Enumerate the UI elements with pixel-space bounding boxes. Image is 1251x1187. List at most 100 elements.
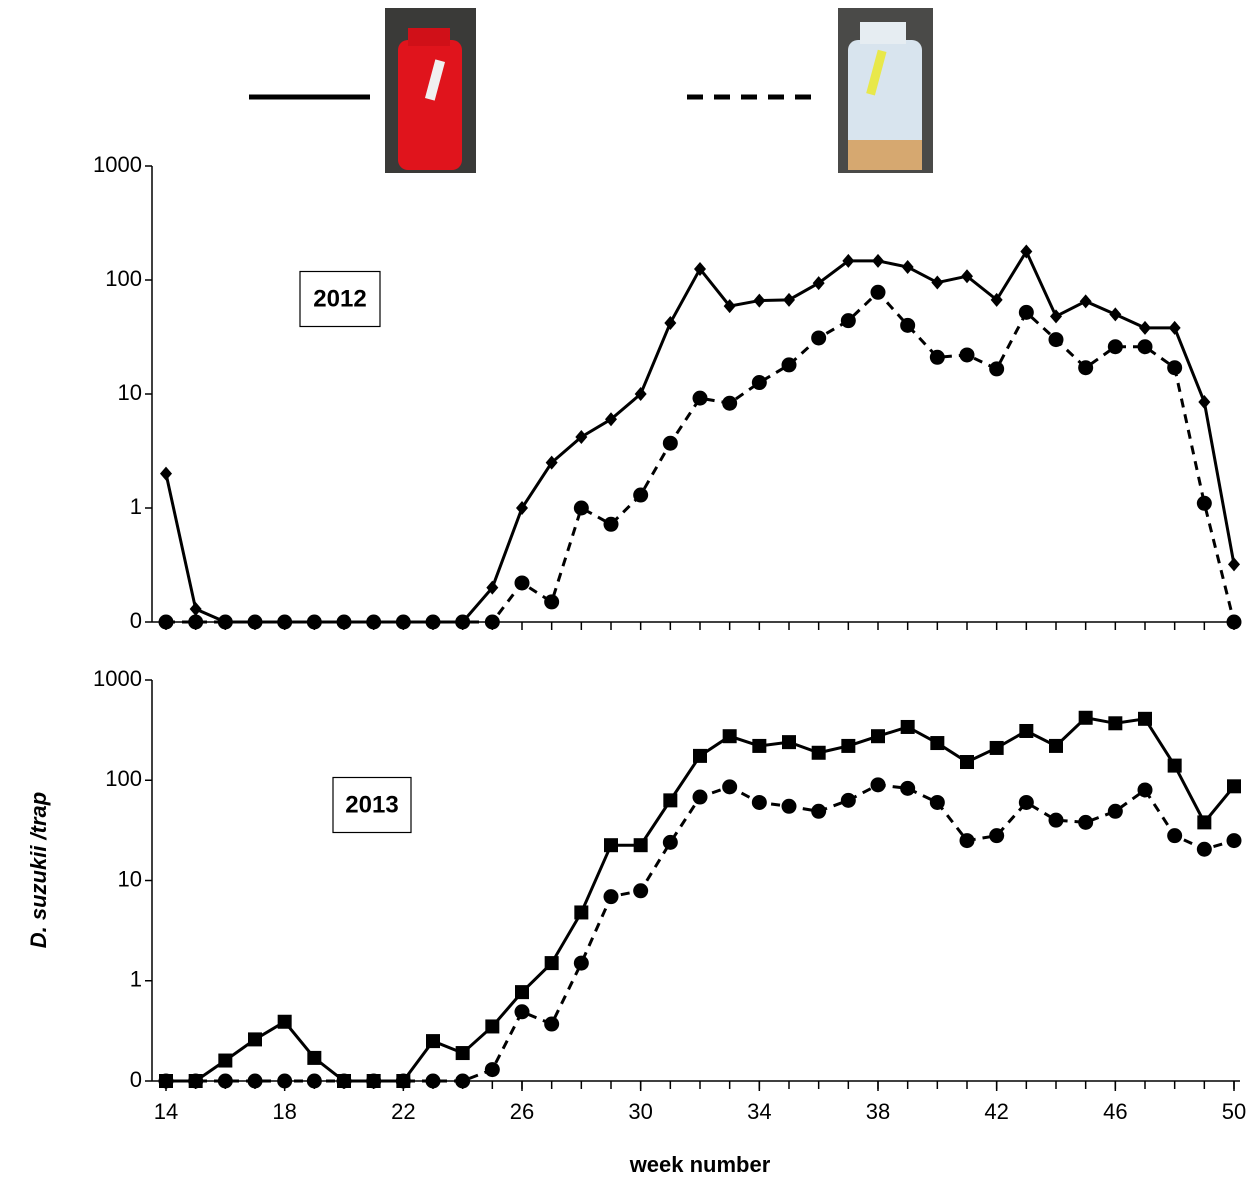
marker <box>840 792 856 808</box>
x-tick-label: 50 <box>1222 1099 1246 1124</box>
marker <box>693 748 707 763</box>
x-tick-label: 34 <box>747 1099 771 1124</box>
marker <box>751 794 767 810</box>
x-tick-label: 46 <box>1103 1099 1127 1124</box>
marker <box>842 253 855 268</box>
marker <box>484 1062 500 1078</box>
marker <box>633 883 649 899</box>
marker <box>1079 294 1092 309</box>
marker <box>1196 841 1212 857</box>
marker <box>781 357 797 373</box>
marker <box>871 729 885 744</box>
marker <box>604 838 618 853</box>
y-tick-label: 10 <box>118 866 142 891</box>
x-tick-label: 14 <box>154 1099 178 1124</box>
marker <box>217 614 233 630</box>
marker <box>1078 360 1094 376</box>
y-axis-label: D. suzukii /trap <box>26 792 51 948</box>
marker <box>870 284 886 300</box>
marker <box>425 1073 441 1089</box>
marker <box>692 789 708 805</box>
marker <box>426 1034 440 1049</box>
marker <box>573 955 589 971</box>
marker <box>605 412 617 427</box>
marker <box>870 777 886 793</box>
marker <box>1020 244 1033 259</box>
marker <box>425 614 441 630</box>
y-tick-label: 1 <box>130 494 142 519</box>
marker <box>723 299 736 314</box>
marker <box>307 1050 322 1065</box>
marker <box>544 594 560 610</box>
x-tick-label: 42 <box>984 1099 1008 1124</box>
x-axis-label: week number <box>629 1152 771 1177</box>
marker <box>990 292 1003 307</box>
marker <box>753 293 766 308</box>
marker <box>158 614 174 630</box>
marker <box>722 395 738 411</box>
marker <box>782 735 796 750</box>
marker <box>812 276 825 291</box>
marker <box>248 1032 262 1047</box>
legend-red-bottle <box>385 8 476 173</box>
y-tick-label: 1 <box>130 967 142 992</box>
marker <box>574 905 589 920</box>
marker <box>366 614 382 630</box>
marker <box>1227 779 1241 794</box>
y-tick-label: 1000 <box>93 152 142 177</box>
marker <box>633 838 648 853</box>
marker <box>1226 614 1242 630</box>
annotation-box <box>332 776 412 834</box>
x-tick-label: 26 <box>510 1099 534 1124</box>
marker <box>395 1073 411 1089</box>
marker <box>1078 710 1093 725</box>
marker <box>484 614 500 630</box>
marker <box>662 435 678 451</box>
series-line <box>166 783 1235 1083</box>
annotation-box <box>299 270 381 328</box>
marker <box>336 1073 352 1089</box>
marker <box>900 780 916 796</box>
marker <box>662 834 678 850</box>
marker <box>247 1073 263 1089</box>
annotation: 2013 <box>345 791 398 818</box>
x-tick-label: 38 <box>866 1099 890 1124</box>
marker <box>841 738 856 753</box>
legend <box>249 8 933 173</box>
marker <box>900 317 916 333</box>
marker <box>1107 339 1123 355</box>
marker <box>188 1073 204 1089</box>
legend-clear-bottle <box>838 8 933 173</box>
marker <box>218 1053 233 1068</box>
marker <box>751 375 767 391</box>
marker <box>872 253 884 268</box>
marker <box>989 740 1004 755</box>
marker <box>603 516 619 532</box>
marker <box>514 575 530 591</box>
marker <box>1108 716 1123 731</box>
marker <box>989 361 1005 377</box>
marker <box>455 1073 471 1089</box>
marker <box>840 313 856 329</box>
y-tick-label: 1000 <box>93 666 142 691</box>
marker <box>160 466 172 481</box>
marker <box>752 738 767 753</box>
marker <box>811 745 826 760</box>
marker <box>545 455 558 470</box>
y-tick-label: 10 <box>118 380 142 405</box>
marker <box>1197 815 1212 830</box>
y-tick-label: 0 <box>130 608 142 633</box>
marker <box>1196 495 1212 511</box>
marker <box>931 275 944 290</box>
marker <box>395 614 411 630</box>
marker <box>664 315 677 330</box>
marker <box>901 260 914 275</box>
marker <box>1167 360 1183 376</box>
annotation: 2012 <box>313 285 366 312</box>
x-tick-label: 18 <box>272 1099 296 1124</box>
marker <box>1228 557 1240 572</box>
marker <box>1019 723 1034 738</box>
marker <box>781 798 797 814</box>
series-line <box>166 290 1236 624</box>
marker <box>722 729 737 744</box>
